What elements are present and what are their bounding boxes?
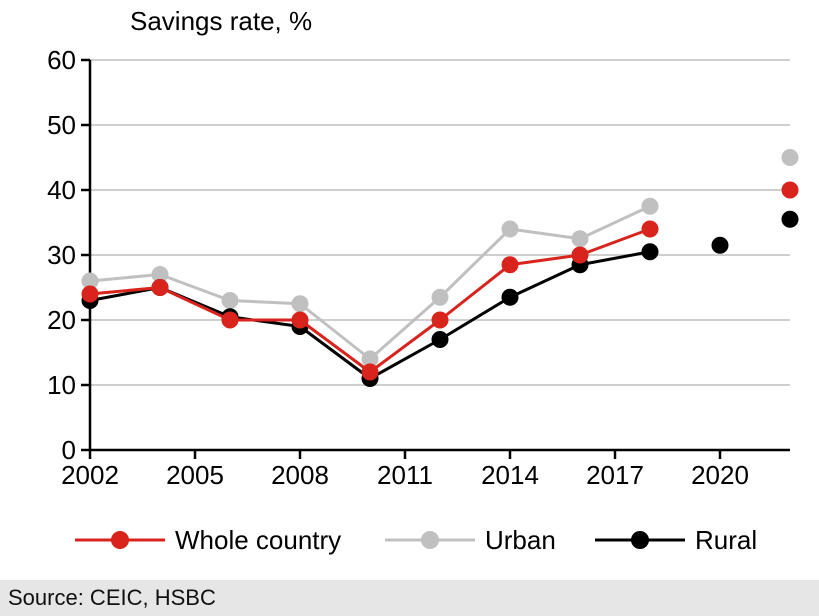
legend-marker-urban (421, 531, 439, 549)
chart-title: Savings rate, % (130, 6, 312, 36)
series-marker-urban (782, 150, 798, 166)
x-tick-label: 2014 (481, 460, 539, 490)
x-tick-label: 2020 (691, 460, 749, 490)
source-text: Source: CEIC, HSBC (8, 585, 216, 611)
series-marker-urban (642, 198, 658, 214)
chart-svg: 0102030405060200220052008201120142017202… (0, 0, 819, 580)
x-tick-label: 2008 (271, 460, 329, 490)
chart-container: 0102030405060200220052008201120142017202… (0, 0, 819, 616)
legend-marker-whole (111, 531, 129, 549)
series-marker-urban (572, 231, 588, 247)
legend-label-rural: Rural (695, 525, 757, 555)
series-marker-urban (222, 293, 238, 309)
x-tick-label: 2011 (377, 460, 433, 490)
series-marker-whole (502, 257, 518, 273)
y-tick-label: 30 (47, 240, 76, 270)
series-marker-whole (292, 312, 308, 328)
series-marker-whole (82, 286, 98, 302)
series-marker-whole (362, 364, 378, 380)
legend-label-urban: Urban (485, 525, 556, 555)
series-marker-rural (712, 237, 728, 253)
series-marker-urban (292, 296, 308, 312)
legend-label-whole: Whole country (175, 525, 341, 555)
y-tick-label: 40 (47, 175, 76, 205)
y-tick-label: 60 (47, 45, 76, 75)
y-tick-label: 50 (47, 110, 76, 140)
x-tick-label: 2005 (166, 460, 224, 490)
y-tick-label: 10 (47, 370, 76, 400)
series-marker-rural (432, 332, 448, 348)
series-marker-rural (502, 289, 518, 305)
series-marker-urban (432, 289, 448, 305)
series-marker-whole (642, 221, 658, 237)
legend-marker-rural (631, 531, 649, 549)
x-tick-label: 2017 (586, 460, 644, 490)
x-tick-label: 2002 (61, 460, 119, 490)
series-marker-whole (572, 247, 588, 263)
series-marker-whole (152, 280, 168, 296)
series-marker-urban (502, 221, 518, 237)
y-tick-label: 20 (47, 305, 76, 335)
series-marker-whole (782, 182, 798, 198)
series-marker-rural (782, 211, 798, 227)
source-row: Source: CEIC, HSBC (0, 580, 819, 616)
series-marker-rural (642, 244, 658, 260)
series-marker-whole (432, 312, 448, 328)
series-marker-whole (222, 312, 238, 328)
